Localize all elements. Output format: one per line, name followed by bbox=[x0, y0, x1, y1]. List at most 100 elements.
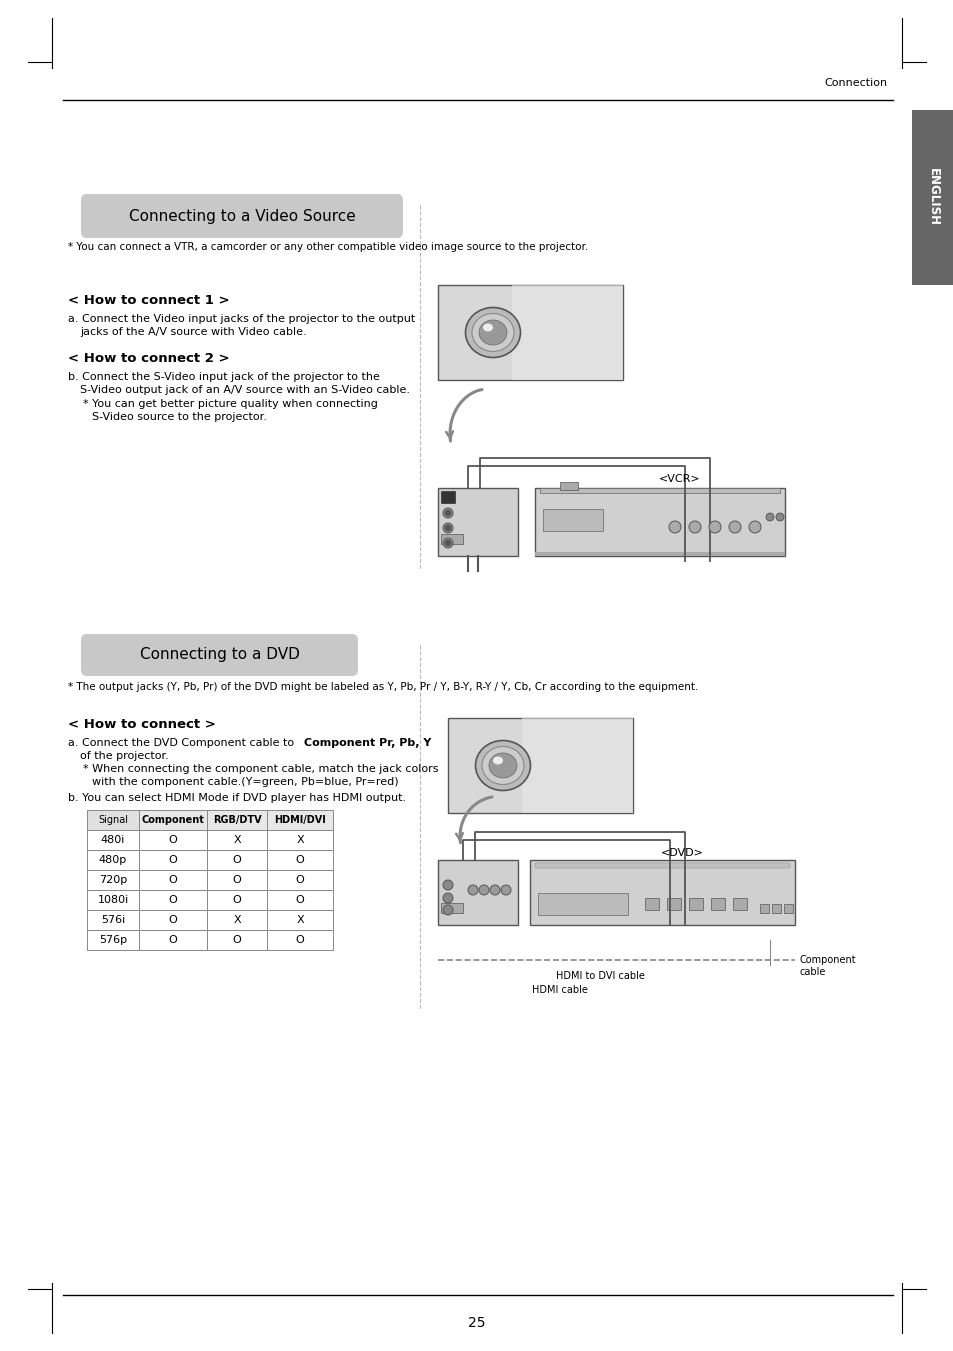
FancyBboxPatch shape bbox=[437, 285, 622, 380]
Circle shape bbox=[442, 523, 453, 534]
FancyBboxPatch shape bbox=[81, 634, 357, 676]
Circle shape bbox=[442, 538, 453, 549]
Circle shape bbox=[500, 885, 511, 894]
FancyBboxPatch shape bbox=[139, 929, 207, 950]
Text: O: O bbox=[295, 875, 304, 885]
FancyBboxPatch shape bbox=[87, 929, 139, 950]
Ellipse shape bbox=[475, 740, 530, 790]
FancyBboxPatch shape bbox=[87, 911, 139, 929]
Text: S-Video source to the projector.: S-Video source to the projector. bbox=[91, 412, 267, 422]
Text: O: O bbox=[233, 935, 241, 944]
Circle shape bbox=[688, 521, 700, 534]
Circle shape bbox=[668, 521, 680, 534]
FancyBboxPatch shape bbox=[448, 717, 633, 813]
Circle shape bbox=[442, 508, 453, 517]
FancyBboxPatch shape bbox=[139, 890, 207, 911]
Circle shape bbox=[478, 885, 489, 894]
FancyBboxPatch shape bbox=[440, 902, 462, 913]
Text: Component: Component bbox=[141, 815, 204, 825]
Text: X: X bbox=[233, 835, 240, 844]
FancyBboxPatch shape bbox=[207, 870, 267, 890]
Circle shape bbox=[444, 540, 451, 546]
FancyBboxPatch shape bbox=[437, 488, 517, 557]
Circle shape bbox=[490, 885, 499, 894]
Text: Connection: Connection bbox=[824, 78, 887, 88]
FancyBboxPatch shape bbox=[760, 904, 768, 913]
Circle shape bbox=[442, 893, 453, 902]
Text: O: O bbox=[295, 894, 304, 905]
Text: Signal: Signal bbox=[98, 815, 128, 825]
FancyBboxPatch shape bbox=[207, 811, 267, 830]
FancyBboxPatch shape bbox=[87, 811, 139, 830]
FancyBboxPatch shape bbox=[267, 929, 333, 950]
Text: * When connecting the component cable, match the jack colors: * When connecting the component cable, m… bbox=[83, 765, 438, 774]
FancyBboxPatch shape bbox=[267, 830, 333, 850]
Text: 576i: 576i bbox=[101, 915, 125, 925]
Text: HDMI cable: HDMI cable bbox=[532, 985, 587, 994]
Text: 576p: 576p bbox=[99, 935, 127, 944]
Text: RGB/DTV: RGB/DTV bbox=[213, 815, 261, 825]
FancyBboxPatch shape bbox=[139, 911, 207, 929]
FancyBboxPatch shape bbox=[207, 850, 267, 870]
FancyBboxPatch shape bbox=[732, 898, 746, 911]
Text: < How to connect 1 >: < How to connect 1 > bbox=[68, 295, 230, 307]
FancyBboxPatch shape bbox=[267, 870, 333, 890]
Text: ENGLISH: ENGLISH bbox=[925, 169, 939, 227]
Text: X: X bbox=[295, 835, 303, 844]
FancyBboxPatch shape bbox=[911, 109, 953, 285]
FancyBboxPatch shape bbox=[267, 850, 333, 870]
FancyBboxPatch shape bbox=[512, 285, 622, 380]
FancyBboxPatch shape bbox=[207, 830, 267, 850]
FancyBboxPatch shape bbox=[81, 195, 402, 238]
FancyBboxPatch shape bbox=[644, 898, 659, 911]
Text: 480i: 480i bbox=[101, 835, 125, 844]
FancyBboxPatch shape bbox=[440, 534, 462, 544]
FancyBboxPatch shape bbox=[87, 870, 139, 890]
Text: HDMI to DVI cable: HDMI to DVI cable bbox=[555, 971, 644, 981]
Text: O: O bbox=[169, 894, 177, 905]
Text: * You can connect a VTR, a camcorder or any other compatible video image source : * You can connect a VTR, a camcorder or … bbox=[68, 242, 588, 253]
FancyBboxPatch shape bbox=[559, 482, 578, 490]
FancyBboxPatch shape bbox=[542, 509, 602, 531]
Text: Connecting to a DVD: Connecting to a DVD bbox=[139, 647, 299, 662]
Text: of the projector.: of the projector. bbox=[80, 751, 169, 761]
Text: 480p: 480p bbox=[99, 855, 127, 865]
Ellipse shape bbox=[489, 753, 517, 778]
Circle shape bbox=[444, 526, 451, 531]
Circle shape bbox=[442, 905, 453, 915]
Text: * The output jacks (Y, Pb, Pr) of the DVD might be labeled as Y, Pb, Pr / Y, B-Y: * The output jacks (Y, Pb, Pr) of the DV… bbox=[68, 682, 698, 692]
Text: O: O bbox=[233, 894, 241, 905]
Text: O: O bbox=[169, 855, 177, 865]
FancyBboxPatch shape bbox=[139, 811, 207, 830]
Text: HDMI/DVI: HDMI/DVI bbox=[274, 815, 326, 825]
FancyBboxPatch shape bbox=[535, 553, 784, 557]
FancyBboxPatch shape bbox=[537, 893, 627, 915]
FancyBboxPatch shape bbox=[535, 488, 784, 557]
FancyBboxPatch shape bbox=[521, 717, 633, 813]
Circle shape bbox=[442, 880, 453, 890]
FancyBboxPatch shape bbox=[207, 929, 267, 950]
FancyBboxPatch shape bbox=[139, 830, 207, 850]
Text: 720p: 720p bbox=[99, 875, 127, 885]
Text: <DVD>: <DVD> bbox=[660, 848, 703, 858]
Text: < How to connect >: < How to connect > bbox=[68, 717, 215, 731]
Text: 25: 25 bbox=[468, 1316, 485, 1329]
Text: * You can get better picture quality when connecting: * You can get better picture quality whe… bbox=[83, 399, 377, 409]
Text: X: X bbox=[233, 915, 240, 925]
Circle shape bbox=[728, 521, 740, 534]
Ellipse shape bbox=[493, 757, 502, 765]
Text: S-Video output jack of an A/V source with an S-Video cable.: S-Video output jack of an A/V source wit… bbox=[80, 385, 410, 394]
Text: X: X bbox=[295, 915, 303, 925]
Text: < How to connect 2 >: < How to connect 2 > bbox=[68, 353, 230, 365]
FancyBboxPatch shape bbox=[267, 911, 333, 929]
Text: jacks of the A/V source with Video cable.: jacks of the A/V source with Video cable… bbox=[80, 327, 306, 336]
Text: Component Pr, Pb, Y: Component Pr, Pb, Y bbox=[304, 738, 431, 748]
Circle shape bbox=[765, 513, 773, 521]
FancyBboxPatch shape bbox=[710, 898, 724, 911]
Text: O: O bbox=[169, 935, 177, 944]
FancyBboxPatch shape bbox=[139, 850, 207, 870]
Circle shape bbox=[708, 521, 720, 534]
Text: with the component cable.(Y=green, Pb=blue, Pr=red): with the component cable.(Y=green, Pb=bl… bbox=[91, 777, 398, 788]
Text: b. Connect the S-Video input jack of the projector to the: b. Connect the S-Video input jack of the… bbox=[68, 372, 379, 382]
Ellipse shape bbox=[478, 320, 506, 345]
